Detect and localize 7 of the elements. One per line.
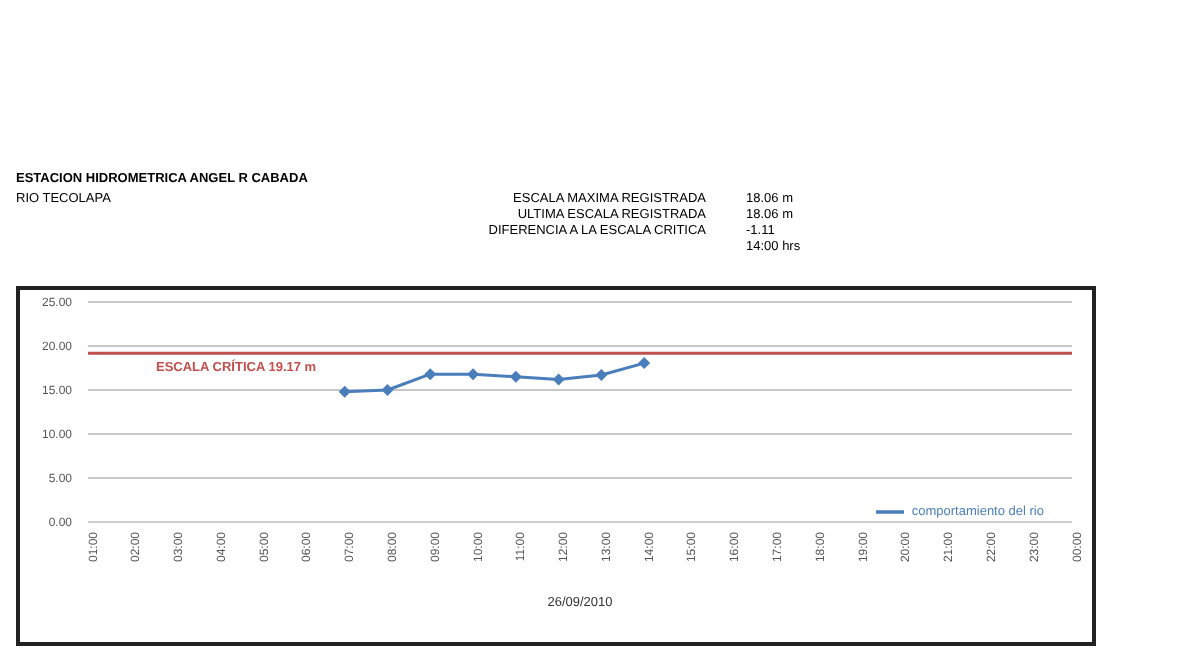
point [424,368,437,381]
point [595,369,608,382]
point [381,384,394,396]
point [338,385,351,398]
point [552,373,565,386]
point [509,370,522,383]
point [638,357,651,370]
